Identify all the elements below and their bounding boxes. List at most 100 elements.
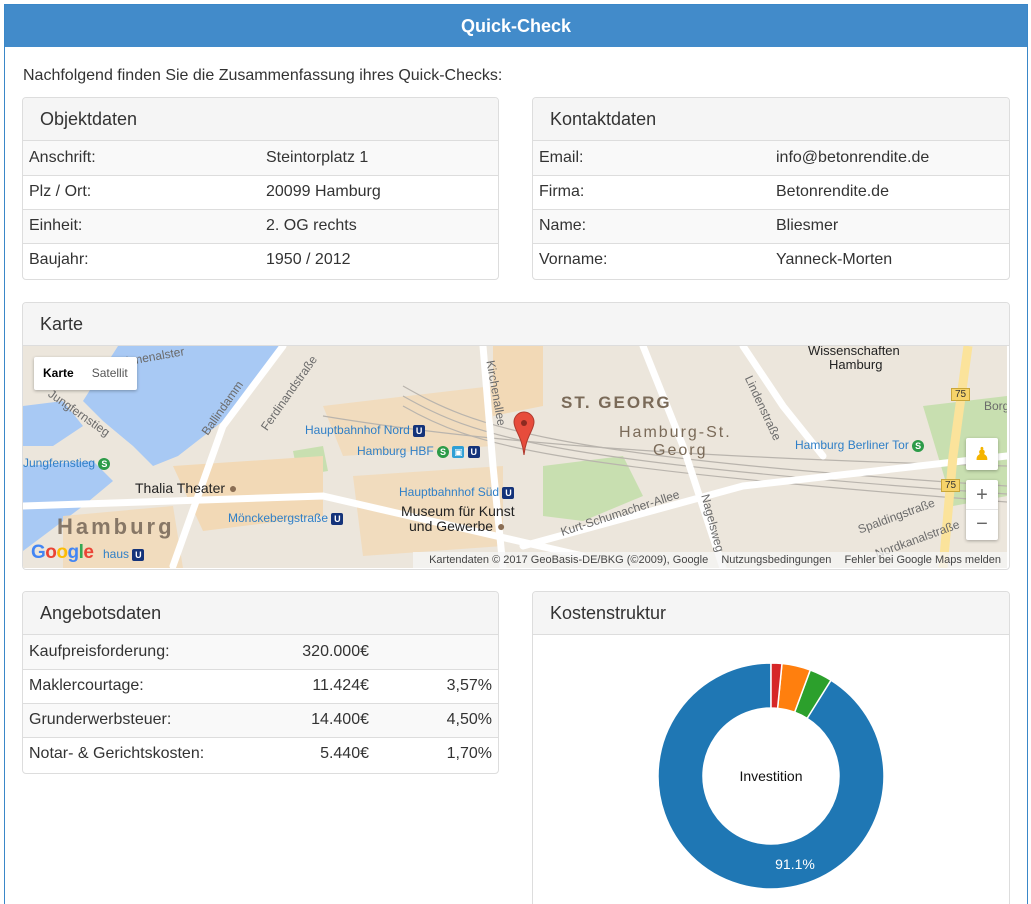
angebotsdaten-title: Angebotsdaten: [23, 592, 498, 635]
map-label: Borg: [984, 399, 1007, 413]
map-type-satellit[interactable]: Satellit: [91, 366, 128, 380]
donut-slice-kaufpreisforderung[interactable]: [657, 662, 885, 890]
table-row: Notar- & Gerichtskosten: 5.440€ 1,70%: [23, 736, 498, 771]
row-label: Anschrift:: [23, 141, 260, 175]
map-label: Georg: [653, 442, 708, 459]
row-label: Vorname:: [533, 242, 770, 277]
u-bahn-icon: U: [132, 548, 145, 561]
map-label-city: Hamburg: [57, 514, 175, 539]
angebotsdaten-panel: Angebotsdaten Kaufpreisforderung: 320.00…: [22, 591, 499, 774]
map-canvas: [23, 346, 1007, 568]
zoom-out-button[interactable]: −: [976, 513, 988, 535]
s-bahn-icon: S: [98, 457, 111, 470]
row-percent: 1,70%: [375, 736, 498, 771]
row-label: Maklercourtage:: [23, 668, 243, 703]
table-row: Anschrift: Steintorplatz 1: [23, 141, 498, 175]
u-bahn-icon: U: [331, 512, 344, 525]
map-label-poi: und Gewerbe ●: [409, 518, 506, 534]
table-row: Kaufpreisforderung: 320.000€: [23, 635, 498, 669]
row-label: Grunderwerbsteuer:: [23, 702, 243, 737]
objektdaten-panel: Objektdaten Anschrift: Steintorplatz 1 P…: [22, 97, 499, 280]
table-row: Maklercourtage: 11.424€ 3,57%: [23, 668, 498, 703]
row-label: Baujahr:: [23, 242, 260, 277]
row-amount: 5.440€: [243, 736, 375, 771]
row-value: Bliesmer: [770, 208, 1009, 243]
kontaktdaten-table: Email: info@betonrendite.de Firma: Beton…: [533, 141, 1009, 277]
road-shield: 75: [941, 479, 961, 492]
u-bahn-icon: U: [502, 486, 515, 499]
kostenstruktur-panel: Kostenstruktur Investition 91.1%: [532, 591, 1010, 904]
zoom-control: + −: [966, 480, 998, 540]
row-percent: 3,57%: [375, 668, 498, 703]
map-label: ST. GEORG: [561, 393, 672, 412]
table-row: Plz / Ort: 20099 Hamburg: [23, 174, 498, 209]
table-row: Email: info@betonrendite.de: [533, 141, 1009, 175]
map-label-station: Jungfernstieg S: [23, 456, 111, 470]
kontaktdaten-title: Kontaktdaten: [533, 98, 1009, 141]
quick-check-window: Quick-Check Nachfolgend finden Sie die Z…: [4, 4, 1028, 904]
objektdaten-table: Anschrift: Steintorplatz 1 Plz / Ort: 20…: [23, 141, 498, 277]
map-type-control: Karte Satellit: [34, 357, 137, 390]
table-row: Name: Bliesmer: [533, 208, 1009, 243]
row-label: Name:: [533, 208, 770, 243]
karte-title: Karte: [23, 303, 1009, 346]
row-value: 20099 Hamburg: [260, 174, 498, 209]
map-type-karte[interactable]: Karte: [43, 366, 74, 380]
window-title: Quick-Check: [5, 5, 1027, 47]
google-logo: Google: [31, 542, 94, 563]
s-bahn-icon: S: [912, 439, 925, 452]
karte-panel: Karte: [22, 302, 1010, 570]
row-value: 2. OG rechts: [260, 208, 498, 243]
table-row: Baujahr: 1950 / 2012: [23, 242, 498, 277]
row-amount: 14.400€: [243, 702, 375, 737]
terms-link[interactable]: Nutzungsbedingungen: [721, 554, 832, 566]
map-label-poi: Museum für Kunst: [401, 503, 515, 519]
row-value: info@betonrendite.de: [770, 141, 1009, 175]
museum-icon: ●: [496, 518, 506, 534]
donut-slice-notar-gerichtskosten[interactable]: [770, 662, 783, 710]
map-label-station: haus U: [103, 547, 145, 561]
row-label: Firma:: [533, 174, 770, 209]
row-percent: 4,50%: [375, 702, 498, 737]
road-shield: 75: [951, 388, 971, 401]
theater-icon: ●: [228, 480, 238, 496]
map-label-station: Hamburg HBF S ▣ U: [357, 444, 480, 458]
donut-chart: Investition 91.1%: [657, 662, 885, 890]
map-data-credit: Kartendaten © 2017 GeoBasis-DE/BKG (©200…: [429, 554, 709, 566]
table-row: Firma: Betonrendite.de: [533, 174, 1009, 209]
s-bahn-icon: S: [437, 445, 450, 458]
row-value: Betonrendite.de: [770, 174, 1009, 209]
map-label-station: Hauptbahnhof Nord U: [305, 423, 426, 437]
map-view[interactable]: Binnenalster Jungfernstieg Ballindamm Fe…: [23, 346, 1007, 568]
report-error-link[interactable]: Fehler bei Google Maps melden: [844, 554, 1001, 566]
row-percent: [375, 635, 498, 669]
angebotsdaten-table: Kaufpreisforderung: 320.000€ Maklercourt…: [23, 635, 498, 771]
table-row: Grunderwerbsteuer: 14.400€ 4,50%: [23, 702, 498, 737]
map-label-poi: Thalia Theater ●: [135, 480, 238, 496]
map-attribution: Kartendaten © 2017 GeoBasis-DE/BKG (©200…: [413, 552, 1007, 568]
row-label: Plz / Ort:: [23, 174, 260, 209]
u-bahn-icon: U: [467, 445, 480, 458]
chart-data-label: 91.1%: [775, 856, 815, 872]
kostenstruktur-title: Kostenstruktur: [533, 592, 1009, 635]
row-value: Yanneck-Morten: [770, 242, 1009, 277]
table-row: Einheit: 2. OG rechts: [23, 208, 498, 243]
map-label-station: Mönckebergstraße U: [228, 511, 344, 525]
row-label: Einheit:: [23, 208, 260, 243]
row-label: Kaufpreisforderung:: [23, 635, 243, 669]
row-amount: 320.000€: [243, 635, 375, 669]
row-value: Steintorplatz 1: [260, 141, 498, 175]
map-label-station: Hauptbahnhof Süd U: [399, 485, 515, 499]
donut-chart-area: Investition 91.1%: [533, 636, 1009, 904]
table-row: Vorname: Yanneck-Morten: [533, 242, 1009, 277]
objektdaten-title: Objektdaten: [23, 98, 498, 141]
row-label: Email:: [533, 141, 770, 175]
zoom-in-button[interactable]: +: [966, 480, 998, 510]
row-amount: 11.424€: [243, 668, 375, 703]
chart-center-label: Investition: [739, 768, 802, 784]
map-label-station: Hamburg Berliner Tor S: [795, 438, 925, 452]
map-label: Hamburg-St.: [619, 424, 732, 441]
u-bahn-icon: U: [413, 424, 426, 437]
kontaktdaten-panel: Kontaktdaten Email: info@betonrendite.de…: [532, 97, 1010, 280]
pegman-icon[interactable]: ♟: [966, 438, 998, 470]
